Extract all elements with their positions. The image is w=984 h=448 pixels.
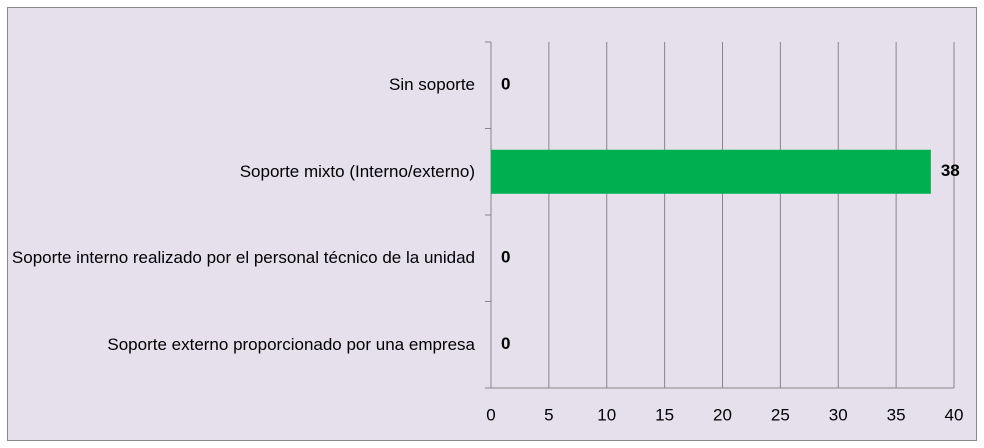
x-tick-label: 30: [829, 405, 848, 424]
x-tick-label: 5: [544, 405, 553, 424]
category-text: Sin soporte: [389, 75, 475, 95]
value-label: 0: [501, 248, 510, 267]
x-tick-label: 15: [655, 405, 674, 424]
category-text: Soporte interno realizado por el persona…: [11, 248, 475, 268]
category-label: Soporte externo proporcionado por una em…: [10, 315, 475, 375]
chart-background: [7, 7, 977, 441]
x-tick-label: 10: [597, 405, 616, 424]
x-tick-label: 40: [945, 405, 964, 424]
bar: [491, 149, 931, 194]
value-label: 0: [501, 334, 510, 353]
value-label: 38: [941, 161, 960, 180]
x-tick-label: 35: [887, 405, 906, 424]
category-label: Soporte mixto (Interno/externo): [10, 142, 475, 202]
x-tick-label: 0: [486, 405, 495, 424]
x-tick-label: 20: [713, 405, 732, 424]
category-label: Soporte interno realizado por el persona…: [10, 228, 475, 288]
value-label: 0: [501, 75, 510, 94]
x-tick-label: 25: [771, 405, 790, 424]
category-label: Sin soporte: [10, 55, 475, 115]
category-text: Soporte mixto (Interno/externo): [239, 161, 475, 181]
category-text: Soporte externo proporcionado por una em…: [107, 334, 475, 354]
